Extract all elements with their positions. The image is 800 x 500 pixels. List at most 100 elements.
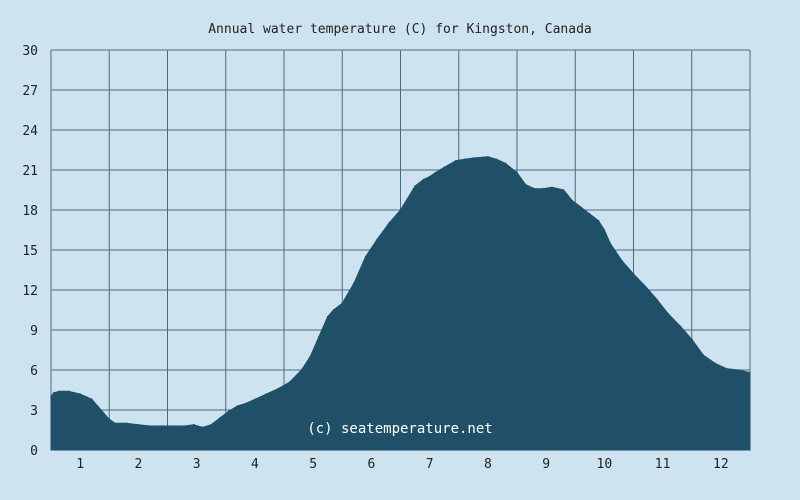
temperature-area <box>50 155 751 451</box>
data-point <box>562 189 565 191</box>
data-point <box>434 171 437 174</box>
data-point <box>201 426 204 429</box>
y-tick-label: 9 <box>30 324 38 339</box>
data-point <box>254 398 256 401</box>
x-axis-ticks: 1 2 3 4 5 6 7 8 9 10 11 12 <box>76 457 728 472</box>
x-tick-label: 6 <box>367 457 375 472</box>
data-point <box>364 255 367 258</box>
x-tick-label: 1 <box>76 457 84 472</box>
data-point <box>516 171 518 174</box>
data-point <box>219 417 221 419</box>
y-tick-label: 0 <box>30 444 38 459</box>
x-tick-label: 9 <box>542 457 550 472</box>
data-point <box>300 369 303 371</box>
data-point <box>632 273 635 275</box>
data-point <box>73 391 76 394</box>
data-point <box>120 422 122 425</box>
data-point <box>50 395 52 398</box>
data-point <box>227 410 230 413</box>
y-tick-label: 21 <box>22 164 38 179</box>
data-point <box>472 157 475 159</box>
y-tick-label: 18 <box>22 204 38 219</box>
data-point <box>137 423 140 426</box>
data-point <box>192 423 195 426</box>
data-point <box>580 206 582 209</box>
data-point <box>621 259 623 262</box>
x-tick-label: 2 <box>134 457 142 472</box>
data-point <box>504 162 507 165</box>
data-point <box>597 219 600 222</box>
data-point <box>749 371 751 374</box>
x-tick-label: 7 <box>426 457 434 472</box>
data-point <box>725 367 728 370</box>
data-point <box>353 282 355 285</box>
data-point <box>67 390 70 393</box>
data-point <box>265 393 268 395</box>
data-point <box>423 178 425 181</box>
data-point <box>341 302 344 305</box>
data-point <box>277 387 280 390</box>
data-point <box>245 402 247 405</box>
data-point <box>125 422 128 425</box>
data-point <box>114 422 116 425</box>
x-tick-label: 4 <box>251 457 259 472</box>
data-point <box>309 355 312 358</box>
data-point <box>414 185 416 187</box>
data-point <box>91 398 93 401</box>
data-point <box>609 242 611 245</box>
y-tick-label: 27 <box>22 84 38 99</box>
data-point <box>589 213 591 215</box>
data-point <box>58 390 61 393</box>
chart-title: Annual water temperature (C) for Kingsto… <box>208 22 592 37</box>
data-point <box>85 395 87 398</box>
data-point <box>533 187 536 190</box>
data-point <box>667 313 670 315</box>
x-tick-label: 12 <box>713 457 729 472</box>
data-point <box>332 309 335 311</box>
y-axis-ticks: 0 3 6 9 12 15 18 21 24 27 30 <box>22 44 38 459</box>
x-tick-label: 3 <box>193 457 201 472</box>
data-point <box>524 183 527 186</box>
y-tick-label: 24 <box>22 124 38 139</box>
y-tick-label: 15 <box>22 244 38 259</box>
data-point <box>455 159 457 162</box>
data-point <box>149 425 151 427</box>
data-point <box>102 411 105 414</box>
data-point <box>737 369 740 371</box>
data-point <box>428 175 431 178</box>
y-tick-label: 3 <box>30 404 38 419</box>
y-tick-label: 12 <box>22 284 38 299</box>
y-tick-label: 6 <box>30 364 38 379</box>
data-point <box>53 391 55 394</box>
x-tick-label: 8 <box>484 457 492 472</box>
data-point <box>571 199 574 202</box>
data-point <box>108 418 111 421</box>
data-point <box>210 423 212 426</box>
data-point <box>184 425 186 427</box>
data-point <box>463 158 466 161</box>
data-point <box>656 298 658 301</box>
x-tick-label: 11 <box>655 457 671 472</box>
data-point <box>79 393 81 395</box>
x-tick-label: 5 <box>309 457 317 472</box>
data-point <box>714 362 716 365</box>
data-point <box>172 425 175 427</box>
data-point <box>679 325 681 327</box>
y-tick-label: 30 <box>22 44 38 59</box>
watermark: (c) seatemperature.net <box>307 421 492 437</box>
data-point <box>603 229 606 231</box>
data-point <box>289 381 291 383</box>
x-tick-label: 10 <box>597 457 613 472</box>
data-point <box>495 158 498 161</box>
data-point <box>318 335 320 338</box>
data-point <box>691 338 693 341</box>
data-point <box>236 405 239 407</box>
data-point <box>96 405 99 407</box>
data-point <box>542 187 544 190</box>
data-point <box>326 315 329 318</box>
data-point <box>702 354 705 357</box>
data-point <box>487 155 489 158</box>
data-point <box>644 285 646 287</box>
data-point <box>376 238 379 241</box>
